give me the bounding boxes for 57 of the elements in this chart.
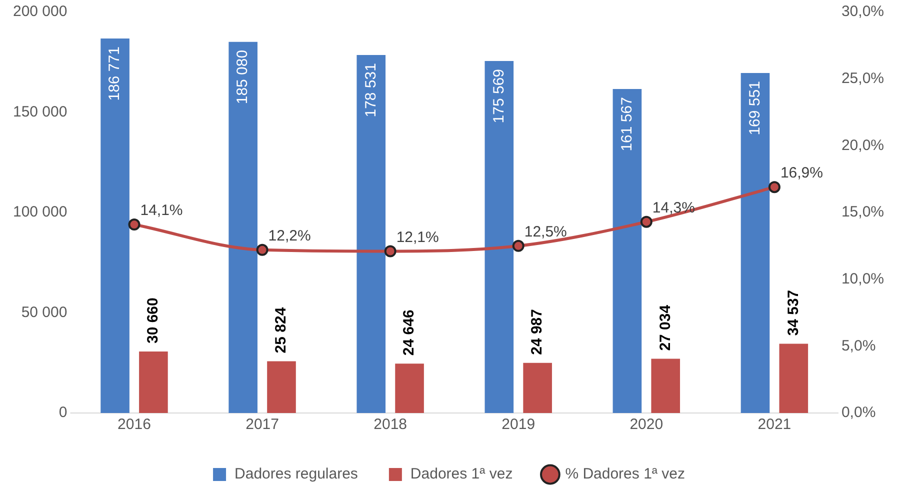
bar bbox=[484, 60, 514, 413]
data-label: 27 034 bbox=[656, 304, 674, 351]
data-label: 185 080 bbox=[234, 50, 252, 104]
data-label: 12,5% bbox=[524, 224, 567, 241]
bar bbox=[356, 55, 386, 413]
point bbox=[384, 245, 396, 258]
data-label: 161 567 bbox=[618, 97, 636, 152]
y2-tick-label: 10,0% bbox=[841, 270, 884, 288]
data-label: 12,1% bbox=[396, 228, 439, 246]
data-label: 169 551 bbox=[746, 81, 764, 136]
data-label: 14,3% bbox=[652, 199, 695, 216]
x-tick-label: 2016 bbox=[118, 416, 151, 434]
point bbox=[256, 244, 268, 256]
y2-tick-label: 5,0% bbox=[841, 337, 876, 354]
point bbox=[128, 218, 140, 231]
y-tick-label: 100 000 bbox=[12, 204, 68, 221]
y-tick-label: 150 000 bbox=[12, 103, 68, 120]
y2-tick-label: 30,0% bbox=[841, 3, 884, 20]
point bbox=[640, 216, 652, 228]
data-label: 25 824 bbox=[272, 306, 290, 354]
y-tick-label: 0 bbox=[58, 404, 68, 422]
point bbox=[512, 240, 524, 252]
legend-label: Dadores regulares bbox=[234, 466, 358, 483]
bar bbox=[740, 73, 770, 413]
bar bbox=[267, 361, 296, 413]
data-label: 30 660 bbox=[144, 298, 162, 344]
y2-tick-label: 20,0% bbox=[841, 136, 884, 154]
x-tick-label: 2020 bbox=[630, 416, 664, 434]
y-tick-label: 200 000 bbox=[12, 3, 68, 20]
x-tick-label: 2018 bbox=[374, 416, 408, 434]
data-label: 178 531 bbox=[362, 63, 380, 118]
y2-tick-label: 15,0% bbox=[841, 204, 884, 221]
data-label: 14,1% bbox=[140, 202, 183, 220]
x-tick-label: 2017 bbox=[246, 416, 279, 434]
bar bbox=[395, 364, 424, 413]
bar bbox=[139, 352, 168, 413]
y2-tick-label: 0,0% bbox=[841, 404, 876, 422]
data-label: 24 987 bbox=[528, 309, 546, 355]
data-label: 175 569 bbox=[490, 68, 508, 124]
data-label: 24 646 bbox=[400, 310, 418, 356]
legend-label: Dadores 1ª vez bbox=[410, 466, 513, 483]
data-label: 12,2% bbox=[268, 228, 311, 245]
bar bbox=[228, 42, 258, 413]
bar bbox=[651, 358, 680, 413]
x-tick-label: 2019 bbox=[502, 416, 536, 434]
bar bbox=[523, 362, 552, 413]
y2-tick-label: 25,0% bbox=[841, 70, 884, 87]
y-tick-label: 50 000 bbox=[21, 304, 68, 321]
data-label: 186 771 bbox=[106, 46, 124, 101]
point bbox=[768, 181, 780, 194]
data-label: 16,9% bbox=[780, 164, 823, 182]
bar bbox=[612, 89, 642, 413]
bar bbox=[779, 344, 808, 413]
x-tick-label: 2021 bbox=[758, 416, 792, 434]
bar bbox=[100, 38, 130, 413]
data-label: 34 537 bbox=[784, 290, 802, 336]
legend-label: % Dadores 1ª vez bbox=[565, 466, 685, 483]
